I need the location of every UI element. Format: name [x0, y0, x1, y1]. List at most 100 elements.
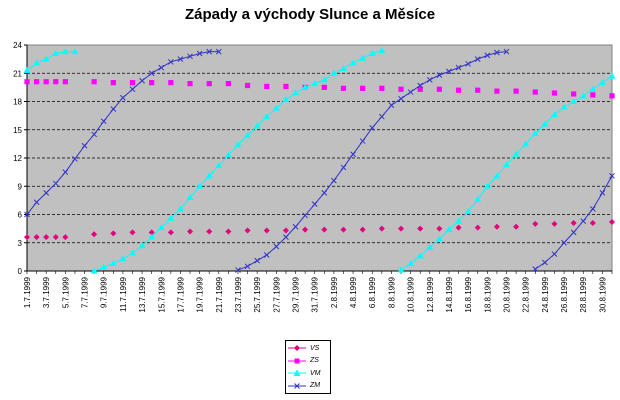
data-point — [359, 226, 366, 233]
data-point — [330, 69, 338, 76]
data-point — [493, 172, 501, 179]
data-point — [551, 251, 558, 257]
data-point — [340, 226, 347, 233]
data-point — [167, 59, 174, 65]
x-tick-label: 30.8.1999 — [598, 276, 607, 312]
x-tick-label: 27.7.1999 — [272, 276, 281, 312]
data-point — [71, 48, 79, 55]
data-point — [349, 59, 357, 66]
data-point — [426, 76, 433, 83]
data-point — [253, 122, 261, 129]
x-tick-label: 11.7.1999 — [119, 276, 128, 312]
data-point — [378, 225, 385, 232]
x-tick-label: 29.7.1999 — [292, 276, 301, 312]
data-point — [560, 103, 568, 110]
data-point — [570, 229, 577, 236]
data-point — [196, 182, 204, 189]
data-point — [234, 141, 242, 148]
data-point — [42, 55, 50, 62]
data-point — [43, 189, 50, 196]
data-point — [53, 79, 59, 85]
data-point — [167, 229, 174, 236]
y-tick-label: 15 — [13, 126, 22, 135]
data-point — [62, 169, 69, 175]
data-point — [532, 220, 539, 227]
data-point — [551, 220, 558, 227]
data-point — [273, 243, 280, 250]
data-point — [109, 259, 117, 266]
gridlines — [27, 72, 612, 244]
data-point — [494, 88, 500, 94]
data-point — [350, 151, 356, 158]
x-tick-label: 16.8.1999 — [464, 276, 473, 312]
data-point — [196, 50, 203, 57]
data-point — [484, 52, 491, 59]
data-point — [360, 85, 366, 91]
data-point — [532, 89, 538, 95]
data-point — [359, 138, 366, 144]
data-point — [435, 235, 443, 242]
legend-diamond-icon — [288, 345, 306, 352]
legend-item-vm: VM — [288, 367, 328, 380]
data-point — [149, 80, 155, 86]
data-point — [264, 83, 270, 90]
data-point — [215, 162, 223, 169]
data-point — [176, 205, 184, 212]
data-point — [100, 118, 107, 125]
data-point — [283, 234, 289, 240]
data-point — [455, 224, 462, 231]
data-point — [512, 150, 520, 157]
data-point — [186, 194, 194, 201]
data-point — [474, 56, 481, 62]
data-point — [541, 120, 549, 127]
data-point — [579, 92, 587, 99]
x-tick-label: 5.7.1999 — [61, 276, 70, 308]
data-point — [206, 81, 212, 87]
data-point — [148, 233, 156, 240]
data-point — [119, 255, 127, 262]
legend-square-icon — [288, 358, 306, 364]
data-point — [368, 49, 376, 56]
x-tick-label: 15.7.1999 — [157, 276, 166, 312]
data-point — [522, 140, 530, 147]
data-point — [148, 70, 155, 77]
data-point — [320, 76, 328, 83]
data-point — [339, 65, 347, 72]
data-point — [254, 257, 261, 264]
data-point — [340, 85, 347, 91]
data-point — [417, 82, 424, 89]
x-tick-label: 24.8.1999 — [541, 276, 550, 312]
data-point — [532, 266, 539, 272]
data-point — [157, 224, 165, 231]
legend-label-zm: ZM — [310, 382, 321, 390]
data-point — [302, 226, 309, 233]
data-point — [494, 49, 500, 56]
data-point — [483, 182, 491, 189]
data-point — [128, 249, 136, 256]
x-tick-label: 31.7.1999 — [311, 276, 320, 312]
data-point — [43, 234, 50, 241]
data-point — [455, 87, 462, 93]
data-point — [550, 111, 558, 118]
data-point — [139, 77, 145, 84]
data-point — [398, 225, 405, 232]
x-tick-label: 28.8.1999 — [579, 276, 588, 312]
x-tick-label: 4.8.1999 — [349, 276, 358, 308]
x-tick-label: 10.8.1999 — [407, 276, 416, 312]
data-point — [398, 86, 404, 92]
data-point — [465, 60, 472, 67]
data-point — [331, 177, 337, 184]
data-point — [608, 72, 616, 79]
data-point — [52, 180, 59, 187]
data-point — [292, 223, 299, 230]
data-point — [474, 224, 481, 231]
data-point — [24, 79, 30, 85]
x-tick-label: 22.8.1999 — [522, 276, 531, 312]
x-tick-label: 21.7.1999 — [215, 276, 224, 312]
y-tick-label: 9 — [18, 182, 23, 191]
data-point — [321, 189, 328, 196]
data-point — [598, 79, 606, 86]
data-point — [416, 252, 424, 259]
legend-triangle-icon — [288, 369, 306, 377]
